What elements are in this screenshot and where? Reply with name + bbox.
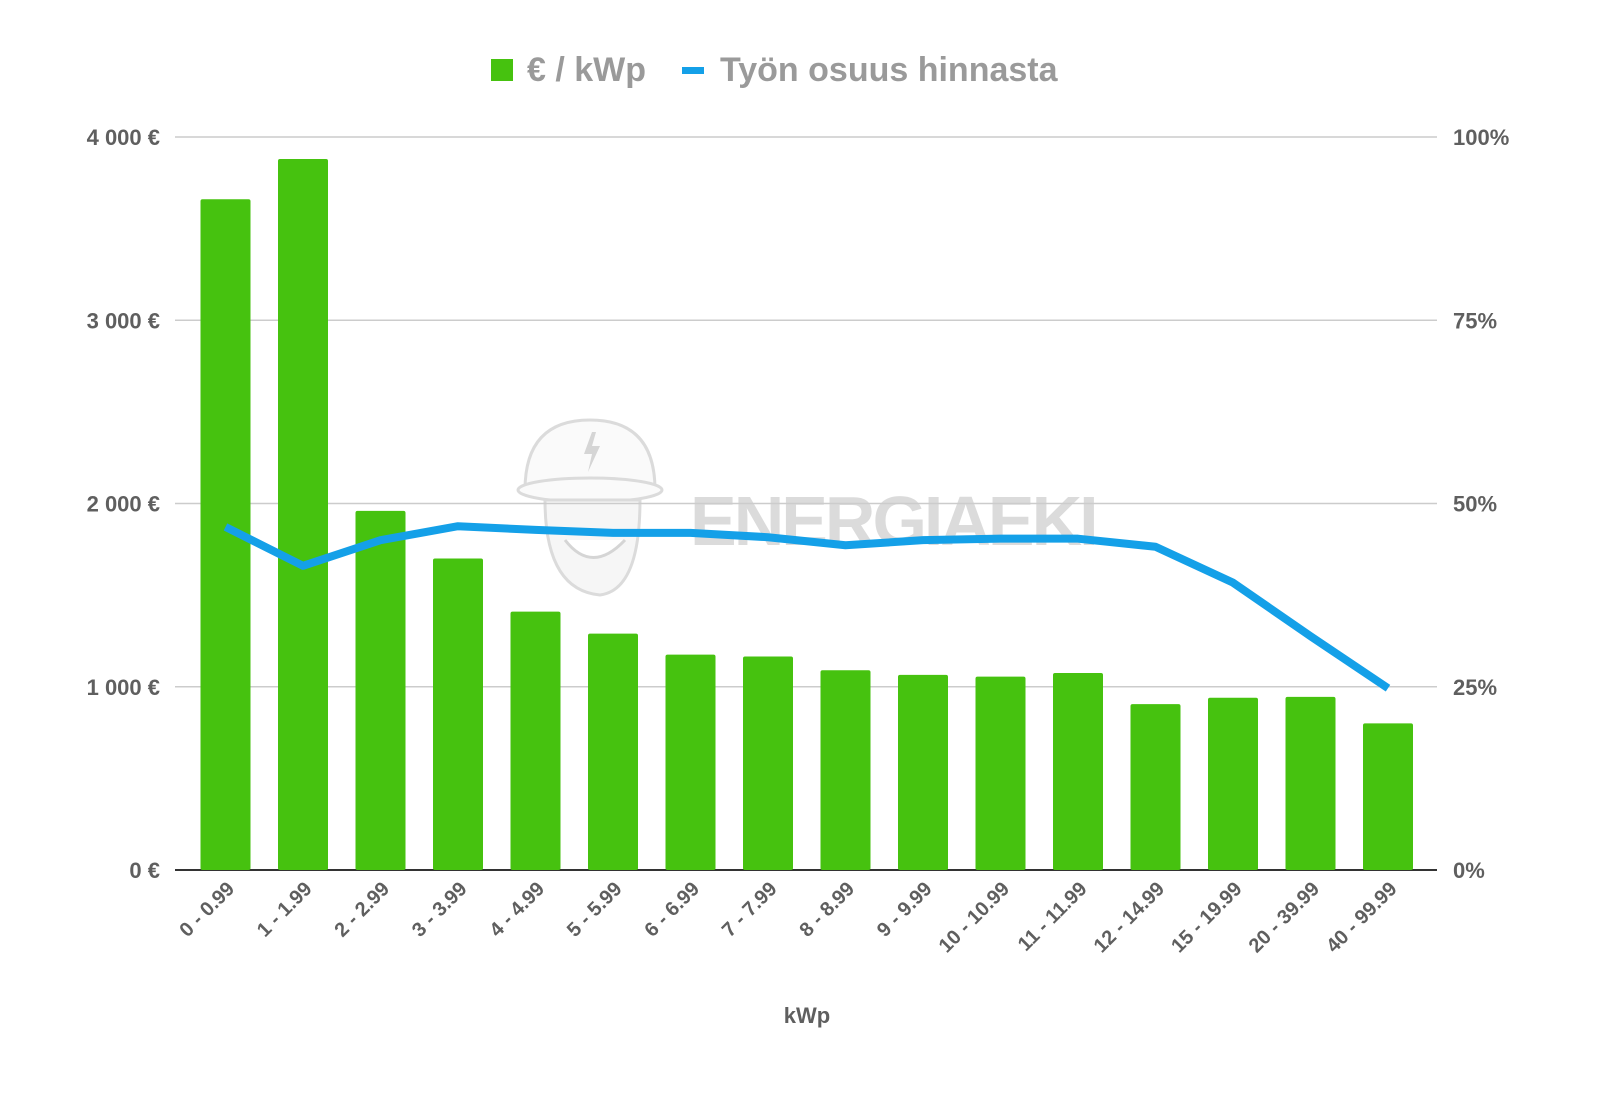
energiaeki-watermark: EnergiaEki [518, 420, 1096, 595]
x-tick-label: 10 - 10.99 [935, 878, 1014, 957]
left-tick-label: 1 000 € [87, 675, 160, 700]
bar [1053, 673, 1103, 870]
bar [588, 634, 638, 870]
x-tick-label: 20 - 39.99 [1245, 878, 1324, 957]
left-tick-label: 3 000 € [87, 308, 160, 333]
x-tick-label: 15 - 19.99 [1167, 878, 1246, 957]
bar [898, 675, 948, 870]
legend-label-bar: € / kWp [527, 51, 646, 89]
watermark-text: EnergiaEki [690, 482, 1096, 560]
legend-label-line: Työn osuus hinnasta [720, 51, 1059, 89]
x-tick-label: 6 - 6.99 [641, 878, 705, 942]
x-tick-label: 9 - 9.99 [873, 878, 937, 942]
legend-swatch-bar [491, 59, 513, 81]
x-tick-label: 0 - 0.99 [176, 878, 240, 942]
bar [743, 657, 793, 870]
bar [356, 511, 406, 870]
x-tick-label: 40 - 99.99 [1322, 878, 1401, 957]
right-tick-label: 50% [1453, 492, 1497, 517]
x-tick-label: 11 - 11.99 [1014, 878, 1092, 956]
x-tick-label: 1 - 1.99 [253, 878, 317, 942]
x-tick-label: 8 - 8.99 [796, 878, 860, 942]
legend: € / kWp Työn osuus hinnasta [491, 51, 1059, 89]
x-tick-label: 4 - 4.99 [486, 878, 550, 942]
right-tick-label: 75% [1453, 308, 1497, 333]
x-tick-label: 12 - 14.99 [1090, 878, 1169, 957]
bar [1286, 697, 1336, 870]
x-tick-label: 2 - 2.99 [331, 878, 395, 942]
mascot-logo-icon [518, 420, 662, 595]
left-tick-label: 2 000 € [87, 492, 160, 517]
bar [433, 558, 483, 870]
x-tick-label: 3 - 3.99 [408, 878, 472, 942]
right-tick-label: 100% [1453, 125, 1509, 150]
bar [278, 159, 328, 870]
bar [1131, 704, 1181, 870]
right-tick-label: 25% [1453, 675, 1497, 700]
left-tick-label: 0 € [129, 858, 160, 883]
bar [511, 612, 561, 870]
x-tick-label: 7 - 7.99 [718, 878, 782, 942]
bar [976, 677, 1026, 870]
bar [1208, 698, 1258, 870]
bar [666, 655, 716, 870]
x-tick-label: 5 - 5.99 [563, 878, 627, 942]
x-axis-title: kWp [784, 1003, 830, 1028]
right-tick-label: 0% [1453, 858, 1485, 883]
bar [821, 670, 871, 870]
bar [1363, 723, 1413, 870]
legend-swatch-line [682, 67, 704, 74]
left-tick-label: 4 000 € [87, 125, 160, 150]
